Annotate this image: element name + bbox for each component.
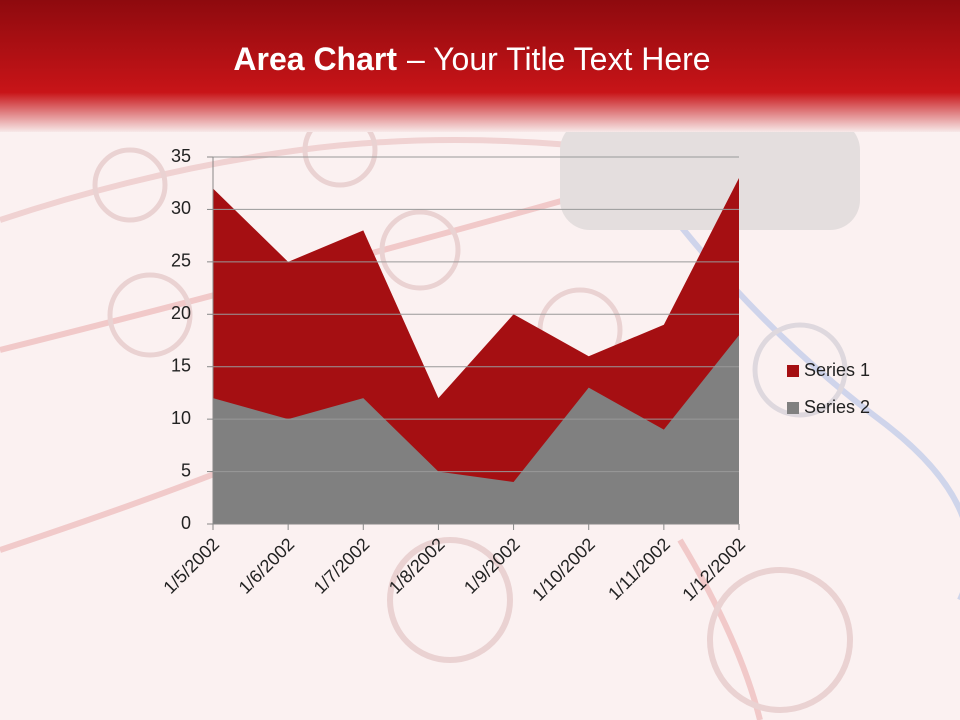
legend-swatch xyxy=(787,365,799,377)
y-tick-label: 25 xyxy=(171,251,191,271)
y-tick-label: 10 xyxy=(171,408,191,428)
legend-label: Series 1 xyxy=(804,360,870,380)
y-tick-label: 5 xyxy=(181,460,191,480)
legend-swatch xyxy=(787,402,799,414)
y-tick-label: 35 xyxy=(171,146,191,166)
y-tick-label: 0 xyxy=(181,513,191,533)
title-bold: Area Chart xyxy=(233,41,397,77)
area xyxy=(213,335,739,524)
y-tick-label: 30 xyxy=(171,198,191,218)
legend-label: Series 2 xyxy=(804,397,870,417)
title-rest: – Your Title Text Here xyxy=(407,41,711,77)
y-tick-label: 20 xyxy=(171,303,191,323)
chart-title: Area Chart – Your Title Text Here xyxy=(233,41,710,77)
header-band xyxy=(0,0,960,132)
y-tick-label: 15 xyxy=(171,355,191,375)
